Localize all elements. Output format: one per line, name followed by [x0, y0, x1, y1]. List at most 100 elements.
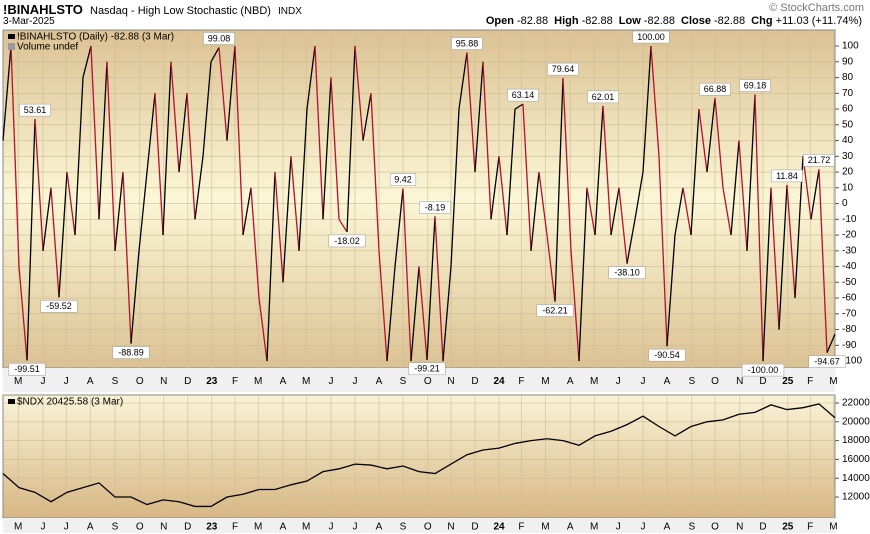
x-tick-label: J: [641, 522, 646, 533]
x-tick-label: S: [112, 376, 119, 387]
value-label-box: [648, 348, 686, 362]
quote-value: -82.88: [713, 15, 746, 27]
line-segment: [826, 333, 836, 353]
value-label-box: [547, 62, 579, 76]
line-segment: [154, 93, 164, 236]
y-tick-label: 14000: [842, 473, 870, 484]
value-label-box: [507, 88, 539, 102]
value-label-box: [699, 82, 731, 96]
x-tick-label: 25: [782, 376, 794, 387]
line-segment: [402, 188, 412, 362]
x-tick-label: F: [807, 522, 813, 533]
line-segment: [642, 46, 652, 173]
line-segment: [130, 250, 140, 344]
line-segment: [498, 156, 508, 236]
line-segment: [98, 61, 108, 220]
line-segment: [202, 61, 212, 157]
x-tick-label: M: [254, 376, 262, 387]
line-segment: [506, 109, 516, 236]
line-segment: [42, 187, 52, 251]
line-segment: [314, 46, 324, 220]
value-label-box: [587, 90, 619, 104]
line-segment: [586, 187, 596, 236]
value-label: -59.52: [46, 301, 72, 311]
credit: © StockCharts.com: [769, 2, 864, 14]
line-segment: [114, 172, 124, 251]
x-tick-label: O: [136, 376, 144, 387]
y-tick-label: -50: [842, 277, 857, 288]
line-segment: [426, 216, 436, 360]
line-segment: [810, 169, 820, 220]
line-segment: [658, 156, 668, 347]
x-tick-label: J: [329, 376, 334, 387]
line-segment: [474, 61, 484, 173]
line-segment: [386, 266, 396, 362]
y-tick-label: 20: [842, 167, 854, 178]
legend-swatch: [8, 43, 15, 50]
line-segment: [58, 172, 68, 298]
line-segment: [322, 77, 332, 220]
title-row: !BINAHLSTO Nasdaq - High Low Stochastic …: [3, 2, 302, 17]
x-tick-label: N: [736, 522, 743, 533]
line-segment: [682, 187, 692, 236]
y-tick-label: 12000: [842, 492, 870, 503]
name: Nasdaq - High Low Stochastic (NBD): [90, 5, 271, 17]
x-tick-label: J: [641, 376, 646, 387]
quote-value: -82.88: [516, 15, 549, 27]
x-tick-label: O: [424, 522, 432, 533]
line-segment: [290, 156, 300, 251]
x-tick-label: M: [829, 376, 837, 387]
line-segment: [746, 94, 756, 251]
value-label-box: [741, 363, 785, 377]
x-tick-label: S: [400, 522, 407, 533]
x-tick-label: D: [184, 522, 191, 533]
x-tick-label: 24: [493, 522, 505, 533]
line-segment: [298, 109, 308, 251]
value-label: -88.89: [118, 347, 144, 357]
line-segment: [122, 172, 132, 344]
line-segment: [546, 234, 556, 302]
line-segment: [522, 104, 532, 251]
line-segment: [74, 77, 84, 236]
line-segment: [818, 169, 828, 353]
value-label-box: [19, 103, 51, 117]
line-segment: [34, 119, 44, 251]
line-segment: [786, 184, 796, 299]
y-tick-label: 16000: [842, 454, 870, 465]
value-label: 66.88: [704, 84, 727, 94]
line-segment: [602, 105, 612, 236]
y-tick-label: -90: [842, 340, 857, 351]
line-segment: [578, 187, 588, 362]
line-segment: [562, 78, 572, 251]
line-segment: [434, 216, 444, 362]
y-tick-label: 0: [842, 198, 848, 209]
value-label: 11.84: [776, 171, 798, 181]
x-tick-label: A: [87, 376, 94, 387]
x-axis-strip: [3, 518, 835, 533]
x-tick-label: A: [376, 376, 383, 387]
x-tick-label: D: [471, 376, 478, 387]
line-segment: [650, 46, 660, 157]
x-tick-label: D: [471, 522, 478, 533]
panel-background: [2, 29, 836, 369]
y-tick-label: 18000: [842, 435, 870, 446]
line-segment: [418, 266, 428, 360]
value-label-box: [608, 266, 646, 279]
y-tick-label: 40: [842, 135, 854, 146]
value-label: 79.64: [552, 64, 575, 74]
y-tick-label: -100: [842, 356, 862, 367]
line-segment: [674, 187, 684, 236]
x-tick-label: N: [736, 376, 743, 387]
value-label: 95.88: [456, 38, 479, 48]
x-tick-label: J: [64, 522, 69, 533]
x-tick-label: A: [567, 522, 574, 533]
line-segment: [770, 187, 780, 330]
x-tick-label: O: [136, 522, 144, 533]
line-segment: [338, 218, 348, 233]
y-tick-label: -80: [842, 324, 857, 335]
y-tick-label: 22000: [842, 398, 870, 409]
x-tick-label: A: [280, 376, 287, 387]
quote-label: Low: [618, 15, 641, 27]
